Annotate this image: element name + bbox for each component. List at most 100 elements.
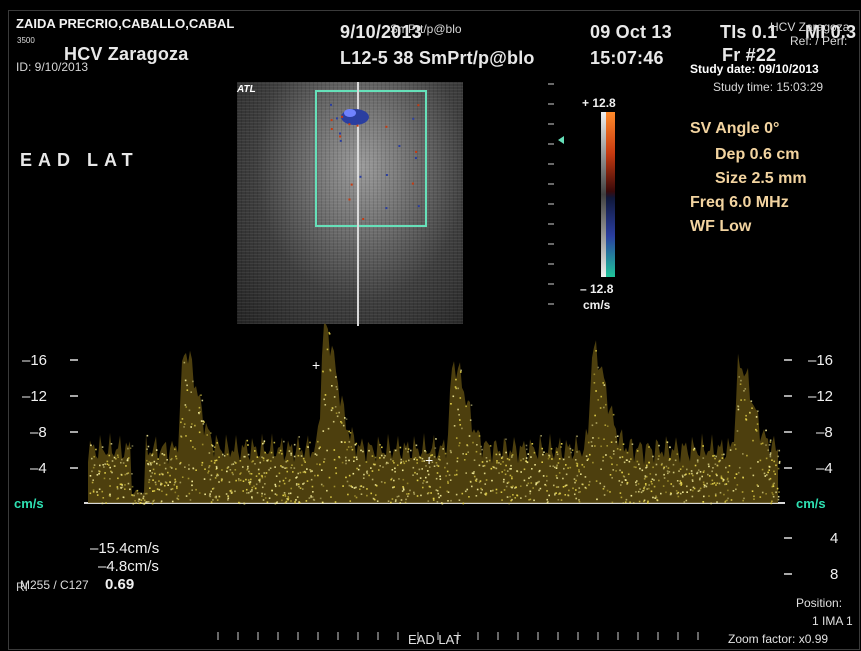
spectrum-speckle <box>675 490 678 492</box>
spectrum-speckle <box>769 439 772 442</box>
spectrum-speckle <box>290 487 293 490</box>
spectrum-speckle <box>149 487 151 489</box>
spectrum-speckle <box>413 458 416 461</box>
spectrum-speckle <box>702 481 705 484</box>
spectrum-speckle <box>750 400 753 402</box>
spectrum-speckle <box>685 485 688 488</box>
spectrum-speckle <box>436 501 439 503</box>
spectrum-speckle <box>423 480 425 482</box>
spectrum-speckle <box>303 482 305 485</box>
spectrum-speckle <box>176 485 178 488</box>
spectrum-speckle <box>235 479 237 482</box>
spectrum-speckle <box>284 495 287 497</box>
spectrum-speckle <box>550 448 553 450</box>
spectrum-speckle <box>235 462 237 464</box>
spectrum-speckle <box>307 446 309 448</box>
spectrum-speckle <box>564 485 567 487</box>
spectrum-speckle <box>752 474 755 477</box>
spectrum-speckle <box>368 474 370 477</box>
doppler-freq: Freq 6.0 MHz <box>690 194 789 211</box>
spectrum-speckle <box>583 466 586 468</box>
spectrum-speckle <box>509 468 511 470</box>
spectrum-speckle <box>406 482 409 485</box>
color-flow-speckle <box>411 182 414 185</box>
spectrum-speckle <box>458 414 460 416</box>
spectrum-speckle <box>635 484 638 486</box>
spectrum-speckle <box>229 469 232 471</box>
spectrum-speckle <box>655 473 657 476</box>
spectrum-speckle <box>614 436 617 438</box>
spectrum-speckle <box>399 462 402 465</box>
spectrum-speckle <box>502 461 504 463</box>
spectrum-speckle <box>270 460 272 462</box>
spectrum-speckle <box>359 488 361 490</box>
spectrum-speckle <box>146 448 148 450</box>
spectrum-speckle <box>127 458 129 460</box>
spectrum-speckle <box>216 473 219 476</box>
spectrum-speckle <box>767 449 770 451</box>
bottom-label: EAD LAT <box>408 632 462 647</box>
spectrum-speckle <box>385 462 388 465</box>
spectrum-speckle <box>179 481 182 484</box>
spectrum-speckle <box>672 471 675 474</box>
spectrum-speckle <box>274 466 276 468</box>
spectrum-speckle <box>177 498 180 501</box>
spectrum-speckle <box>283 482 286 485</box>
spectrum-speckle <box>370 467 372 469</box>
spectrum-speckle <box>306 468 308 470</box>
spectrum-speckle <box>270 451 273 454</box>
color-roi-box[interactable] <box>315 90 427 227</box>
spectrum-speckle <box>198 412 200 414</box>
spectrum-speckle <box>742 476 744 479</box>
spectrum-speckle <box>680 483 683 485</box>
spectrum-speckle <box>330 409 333 412</box>
spectrum-speckle <box>161 473 164 475</box>
spectrum-speckle <box>660 492 662 495</box>
spectrum-speckle <box>770 502 773 505</box>
spectrum-speckle <box>748 411 751 414</box>
doppler-cursor-line[interactable] <box>357 82 359 326</box>
spectrum-speckle <box>191 423 193 425</box>
spectrum-speckle <box>344 456 347 459</box>
spectrum-speckle <box>449 449 452 452</box>
spectrum-speckle <box>578 487 581 489</box>
spectrum-speckle <box>603 438 605 440</box>
spectrum-speckle <box>349 500 352 502</box>
spectrum-speckle <box>722 480 724 482</box>
spectrum-speckle <box>624 501 627 503</box>
spectrum-speckle <box>407 448 410 450</box>
spectrum-speckle <box>562 486 565 488</box>
spectrum-speckle <box>152 468 155 471</box>
spectrum-speckle <box>170 458 172 461</box>
spectrum-speckle <box>480 491 482 494</box>
spectrum-speckle <box>282 479 285 482</box>
spectrum-speckle <box>331 407 334 409</box>
spectrum-speckle <box>564 464 567 466</box>
spectrum-speckle <box>394 470 396 473</box>
spectrum-speckle <box>457 387 459 390</box>
spectrum-speckle <box>703 495 705 498</box>
spectrum-speckle <box>246 468 248 471</box>
spectrum-speckle <box>254 450 256 452</box>
spectrum-speckle <box>575 497 578 500</box>
spectrum-speckle <box>192 467 195 470</box>
spectrum-speckle <box>251 497 253 500</box>
spectrum-speckle <box>594 445 596 447</box>
spectrum-speckle <box>595 480 598 482</box>
spectrum-speckle <box>103 466 105 468</box>
spectrum-speckle <box>157 458 159 460</box>
spectrum-speckle <box>771 485 774 488</box>
spectrum-envelope <box>88 323 778 503</box>
spectrum-speckle <box>186 389 189 391</box>
spectrum-speckle <box>353 456 356 459</box>
spectrum-speckle <box>555 467 558 469</box>
spectrum-speckle <box>739 383 742 385</box>
spectrum-speckle <box>299 487 302 489</box>
spectrum-speckle <box>137 492 139 495</box>
spectrum-speckle <box>662 467 665 470</box>
spectrum-speckle <box>217 474 220 477</box>
spectrum-speckle <box>158 464 161 466</box>
spectrum-speckle <box>127 472 130 474</box>
spectrum-speckle <box>600 468 602 470</box>
spectrum-speckle <box>120 473 123 476</box>
